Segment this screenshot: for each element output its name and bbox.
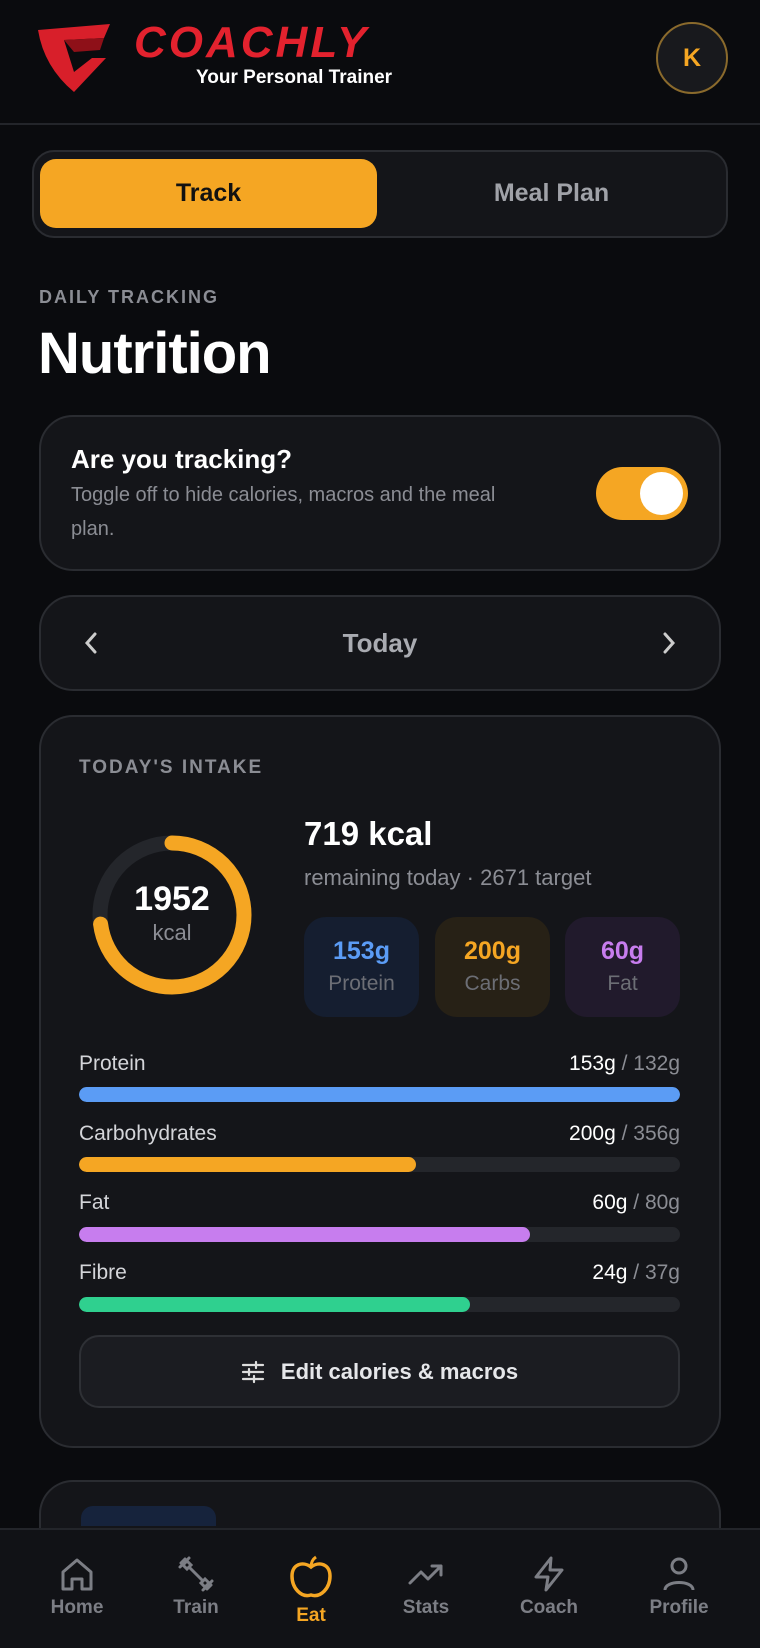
nav-home[interactable]: Home: [22, 1555, 132, 1619]
remaining: 719 kcal: [304, 815, 433, 852]
bar-track: [79, 1157, 680, 1172]
remaining-line: remaining today · 2671 target: [304, 865, 591, 891]
avatar[interactable]: K: [656, 22, 728, 94]
nav-coach[interactable]: Coach: [494, 1555, 604, 1619]
nav-stats[interactable]: Stats: [371, 1555, 481, 1619]
icon: [290, 1555, 332, 1598]
edit-button[interactable]: Edit calories & macros: [79, 1335, 680, 1408]
chip-value: 60g: [600, 937, 645, 965]
bar-target: / 356g: [621, 1122, 680, 1145]
tracking-toggle[interactable]: [596, 467, 688, 520]
intake-card: [39, 715, 721, 1448]
bar-fill: [79, 1297, 470, 1312]
chip-label: Carbs: [464, 972, 521, 995]
remaining-note: remaining today: [304, 865, 461, 890]
date-label: Today: [342, 628, 418, 658]
bar-track: [79, 1087, 680, 1102]
icon: [534, 1556, 564, 1592]
chip-value: 153g: [333, 937, 390, 965]
bar-track: [79, 1227, 680, 1242]
bar-current: 200g: [569, 1122, 616, 1145]
icon: [663, 1557, 695, 1591]
separator: ·: [466, 865, 474, 890]
logo-icon: [38, 24, 110, 92]
nav-profile[interactable]: Profile: [624, 1555, 734, 1619]
nav-label: Eat: [296, 1605, 326, 1626]
bottom-nav: [0, 1528, 760, 1648]
bar-value: 24g / 37g: [592, 1261, 680, 1285]
bar-current: 60g: [592, 1191, 628, 1214]
chip-label: Protein: [328, 972, 395, 995]
bar-fill: [79, 1227, 530, 1242]
tracking-title: Are you tracking?: [71, 444, 293, 474]
consumed-unit: kcal: [152, 920, 192, 945]
chip-label: Fat: [607, 972, 638, 995]
nav-label: Train: [173, 1597, 219, 1618]
bar-fill: [79, 1157, 416, 1172]
page-title: Nutrition: [38, 321, 272, 386]
bar-value: 200g / 356g: [569, 1122, 680, 1146]
nav-label: Coach: [519, 1597, 579, 1618]
bar-label: Fat: [79, 1191, 110, 1214]
target: 2671 target: [480, 865, 592, 890]
consumed: 1952: [134, 880, 210, 918]
chip-carbs: 200g Carbs: [435, 917, 550, 1017]
tagline: Your Personal Trainer: [196, 67, 393, 88]
chip-protein: 153g Protein: [304, 917, 419, 1017]
icon: [178, 1556, 214, 1592]
bar-target: / 80g: [633, 1191, 680, 1214]
prev-day[interactable]: [80, 630, 102, 656]
bar-value: 153g / 132g: [569, 1052, 680, 1076]
bar-target: / 37g: [633, 1261, 680, 1284]
nav-train[interactable]: Train: [141, 1555, 251, 1619]
chip-value: 200g: [464, 937, 521, 965]
intake-heading: TODAY'S INTAKE: [79, 757, 264, 778]
icon: [408, 1564, 443, 1585]
bar-current: 24g: [592, 1261, 628, 1284]
bar-label: Carbohydrates: [79, 1122, 217, 1145]
brand: COACHLY: [134, 18, 370, 67]
bar-label: Protein: [79, 1052, 146, 1075]
tracking-description: Toggle off to hide calories, macros and …: [71, 484, 496, 540]
sliders-icon: [241, 1360, 264, 1383]
chip-fat: 60g Fat: [565, 917, 680, 1017]
bar-label: Fibre: [79, 1261, 127, 1284]
nav-label: Home: [50, 1597, 104, 1618]
bar-fill: [79, 1087, 680, 1102]
nav-eat[interactable]: Eat: [256, 1555, 366, 1627]
header: COACHLY Your Personal Trainer K: [0, 0, 760, 125]
edit-label: Edit calories & macros: [280, 1358, 519, 1384]
bar-value: 60g / 80g: [592, 1191, 680, 1215]
bar-target: / 132g: [621, 1052, 680, 1075]
next-day[interactable]: [658, 630, 680, 656]
icon: [61, 1558, 93, 1591]
tab-track[interactable]: Track: [40, 159, 377, 228]
nav-label: Stats: [402, 1597, 450, 1618]
bar-current: 153g: [569, 1052, 616, 1075]
bar-track: [79, 1297, 680, 1312]
eyebrow: DAILY TRACKING: [39, 287, 220, 307]
date-card: [39, 595, 721, 691]
tab-meal-plan[interactable]: Meal Plan: [493, 179, 610, 207]
nav-label: Profile: [649, 1597, 709, 1618]
calorie-ring: [92, 835, 252, 995]
